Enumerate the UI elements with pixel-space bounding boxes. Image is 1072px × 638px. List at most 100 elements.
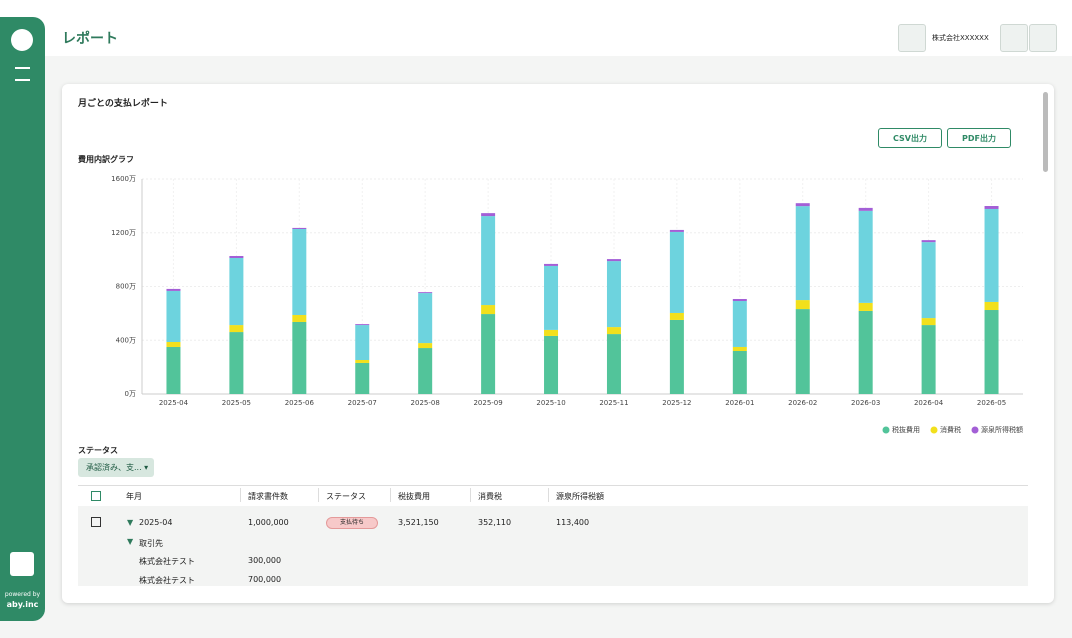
bar-segment: [858, 302, 873, 311]
bar-segment: [732, 351, 747, 394]
csv-button[interactable]: CSV出力: [878, 128, 942, 148]
y-tick-label: 800万: [116, 283, 136, 291]
bar-segment: [606, 327, 621, 335]
x-tick-label: 2025-07: [348, 399, 377, 407]
expand-icon[interactable]: ▼: [127, 518, 134, 527]
account-button[interactable]: [1000, 24, 1028, 52]
bar-segment: [858, 207, 873, 211]
bar-segment: [166, 290, 181, 342]
bar-segment: [544, 329, 559, 336]
sub-cell: 300,000: [248, 556, 282, 565]
sidebar: powered by aby.inc: [0, 17, 45, 621]
y-tick-label: 400万: [116, 336, 136, 344]
legend-swatch: [971, 426, 979, 434]
menu-button[interactable]: [15, 67, 30, 81]
x-tick-label: 2026-02: [788, 399, 817, 407]
bar-segment: [984, 310, 999, 394]
bar-segment: [669, 231, 684, 313]
x-tick-label: 2026-05: [977, 399, 1006, 407]
bar-segment: [732, 301, 747, 347]
cell: 3,521,150: [398, 518, 439, 527]
bar-segment: [669, 319, 684, 394]
legend-label: 税抜費用: [892, 425, 920, 434]
table-rule: [78, 485, 1028, 486]
bar-segment: [984, 208, 999, 302]
csv-label: CSV出力: [893, 133, 927, 143]
column-header: 請求書件数: [248, 492, 288, 501]
card-title: 月ごとの支払レポート: [78, 99, 168, 109]
column-header: 税抜費用: [398, 492, 430, 501]
row-checkbox[interactable]: [91, 517, 101, 527]
bar-segment: [921, 318, 936, 326]
sub-cell: 株式会社テスト: [139, 576, 195, 585]
cell: 113,400: [556, 518, 590, 527]
filter-label: ステータス: [78, 446, 118, 455]
bell-button[interactable]: [898, 24, 926, 52]
company-name: 株式会社XXXXXX: [932, 34, 989, 42]
status-badge: 支払待ち: [326, 517, 378, 529]
bar-segment: [732, 346, 747, 351]
group-label: 取引先: [139, 539, 163, 548]
y-tick-label: 1600万: [111, 175, 136, 183]
bar-segment: [921, 240, 936, 243]
bar-segment: [229, 332, 244, 394]
x-tick-label: 2025-10: [536, 399, 565, 407]
bar-segment: [544, 263, 559, 266]
x-tick-label: 2026-04: [914, 399, 944, 407]
select-all-checkbox[interactable]: [91, 491, 101, 501]
bar-segment: [481, 305, 496, 315]
bar-segment: [984, 301, 999, 311]
chart-title: 費用内訳グラフ: [78, 155, 134, 164]
bar-segment: [355, 325, 370, 361]
filter-value: 承認済み、支...: [86, 463, 142, 472]
y-tick-label: 0万: [125, 390, 136, 398]
bar-segment: [858, 310, 873, 394]
powered-by: powered by: [4, 591, 41, 598]
pdf-button[interactable]: PDF出力: [947, 128, 1011, 148]
cell: 2025-04: [139, 518, 173, 527]
file-button[interactable]: [10, 552, 34, 576]
scrollbar[interactable]: [1043, 92, 1048, 172]
x-tick-label: 2025-09: [473, 399, 502, 407]
column-header: 消費税: [478, 492, 502, 501]
column-divider: [240, 488, 241, 502]
pdf-label: PDF出力: [962, 133, 996, 143]
column-header: ステータス: [326, 492, 366, 501]
bar-segment: [292, 314, 307, 322]
column-divider: [390, 488, 391, 502]
bar-segment: [355, 362, 370, 394]
bar-segment: [984, 206, 999, 209]
bar-segment: [921, 325, 936, 394]
status-filter[interactable]: 承認済み、支... ▾: [78, 458, 154, 477]
bar-segment: [795, 300, 810, 310]
bar-segment: [355, 360, 370, 363]
bar-segment: [166, 288, 181, 291]
bar-segment: [795, 309, 810, 394]
bar-segment: [292, 228, 307, 315]
logout-button[interactable]: [1029, 24, 1057, 52]
sub-cell: 株式会社テスト: [139, 557, 195, 566]
y-tick-label: 1200万: [111, 229, 136, 237]
x-tick-label: 2025-11: [599, 399, 628, 407]
bar-segment: [669, 312, 684, 320]
bar-segment: [732, 298, 747, 302]
brand: aby.inc: [6, 600, 39, 609]
expand-icon[interactable]: ▼: [127, 537, 134, 546]
bar-segment: [858, 210, 873, 303]
bar-segment: [606, 259, 621, 262]
bar-segment: [795, 203, 810, 207]
bar-segment: [229, 255, 244, 259]
x-tick-label: 2025-04: [159, 399, 189, 407]
bar-segment: [481, 213, 496, 217]
x-tick-label: 2025-05: [222, 399, 251, 407]
bar-segment: [292, 321, 307, 394]
bar-segment: [544, 335, 559, 394]
column-header: 年月: [126, 492, 142, 501]
legend-label: 源泉所得税額: [981, 425, 1023, 434]
bar-segment: [166, 346, 181, 394]
bar-segment: [418, 348, 433, 394]
logo: [11, 29, 33, 51]
bar-segment: [606, 261, 621, 328]
